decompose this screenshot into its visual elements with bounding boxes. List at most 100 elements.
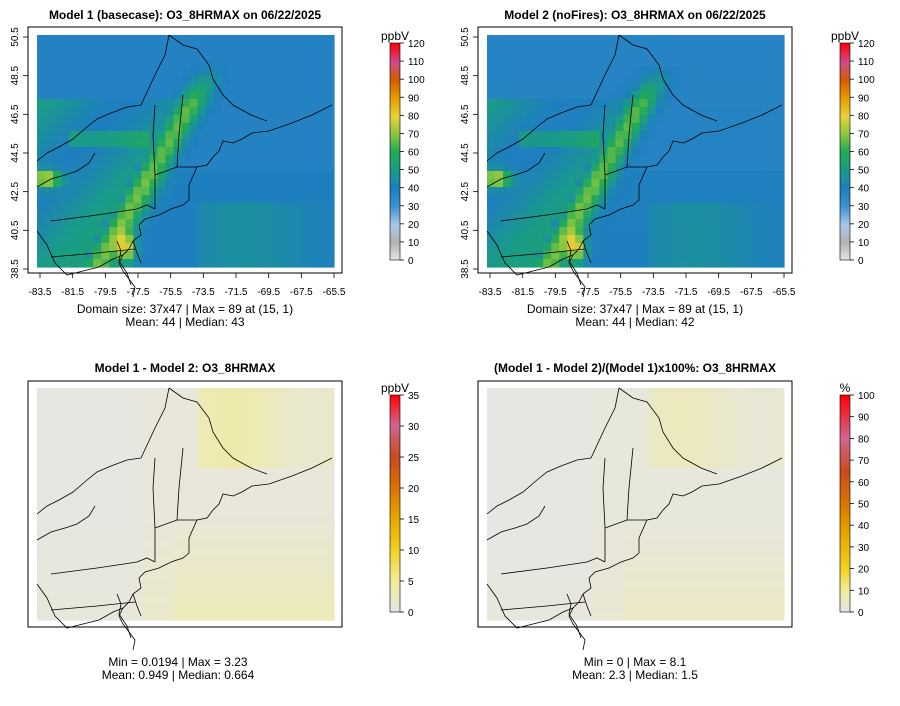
grid-cell: [157, 59, 167, 68]
grid-cell: [551, 508, 560, 517]
grid-cell: [599, 67, 609, 76]
grid-cell: [181, 452, 191, 461]
grid-cell: [687, 612, 697, 621]
grid-cell: [551, 556, 560, 565]
grid-cell: [487, 444, 496, 453]
grid-cell: [109, 580, 118, 589]
grid-cell: [93, 203, 102, 212]
grid-cell: [599, 596, 609, 605]
grid-cell: [743, 227, 753, 236]
grid-cell: [575, 516, 584, 525]
grid-cell: [253, 179, 263, 188]
grid-cell: [213, 484, 223, 493]
grid-cell: [727, 211, 737, 220]
grid-cell: [551, 163, 560, 172]
grid-cell: [181, 147, 191, 156]
grid-cell: [45, 588, 54, 597]
grid-cell: [703, 187, 713, 196]
grid-cell: [125, 219, 134, 228]
grid-cell: [77, 227, 86, 236]
grid-cell: [495, 516, 504, 525]
grid-cell: [687, 444, 697, 453]
grid-cell: [285, 436, 295, 445]
grid-cell: [317, 195, 327, 204]
grid-cell: [663, 484, 673, 493]
grid-cell: [173, 532, 183, 541]
grid-cell: [695, 388, 705, 397]
grid-cell: [663, 235, 673, 244]
grid-cell: [45, 420, 54, 429]
grid-cell: [719, 251, 729, 260]
grid-cell: [253, 388, 263, 397]
grid-cell: [261, 83, 271, 92]
grid-cell: [205, 412, 215, 421]
grid-cell: [253, 420, 263, 429]
grid-cell: [503, 412, 512, 421]
grid-cell: [727, 396, 737, 405]
grid-cell: [767, 147, 777, 156]
grid-cell: [245, 227, 255, 236]
grid-cell: [695, 516, 705, 525]
grid-cell: [767, 171, 777, 180]
grid-cell: [559, 219, 568, 228]
grid-cell: [671, 75, 681, 84]
grid-cell: [631, 131, 641, 140]
grid-cell: [743, 139, 753, 148]
grid-cell: [671, 516, 681, 525]
x-tick-label: -75.5: [609, 287, 632, 298]
grid-cell: [221, 596, 231, 605]
grid-cell: [181, 428, 191, 437]
grid-cell: [125, 556, 134, 565]
grid-cell: [85, 388, 94, 397]
grid-cell: [679, 468, 689, 477]
grid-cell: [599, 235, 609, 244]
grid-cell: [591, 508, 600, 517]
grid-cell: [245, 612, 255, 621]
grid-cell: [623, 211, 633, 220]
grid-cell: [663, 516, 673, 525]
grid-cell: [607, 508, 617, 517]
grid-cell: [237, 452, 247, 461]
grid-cell: [767, 83, 777, 92]
domain-stats-line: Domain size: 37x47 | Max = 89 at (15, 1): [527, 302, 743, 316]
grid-cell: [77, 572, 86, 581]
grid-cell: [229, 243, 239, 252]
colorbar-tick-label: 90: [858, 413, 870, 424]
grid-cell: [767, 596, 777, 605]
grid-cell: [37, 75, 46, 84]
grid-cell: [125, 524, 134, 533]
grid-cell: [719, 428, 729, 437]
grid-cell: [61, 580, 70, 589]
grid-cell: [535, 404, 544, 413]
colorbar-tick-label: 20: [408, 484, 420, 495]
grid-cell: [77, 548, 86, 557]
panel-model1: Model 1 (basecase): O3_8HRMAX on 06/22/2…: [10, 8, 346, 329]
grid-cell: [221, 203, 231, 212]
grid-cell: [37, 243, 46, 252]
grid-cell: [245, 115, 255, 124]
grid-cell: [543, 99, 552, 108]
grid-cell: [503, 115, 512, 124]
grid-cell: [285, 564, 295, 573]
grid-cell: [695, 572, 705, 581]
grid-cell: [495, 484, 504, 493]
grid-cell: [237, 203, 247, 212]
grid-cell: [647, 516, 657, 525]
grid-cell: [567, 51, 576, 60]
grid-cell: [221, 500, 231, 509]
grid-cell: [101, 211, 110, 220]
grid-cell: [599, 59, 609, 68]
grid-cell: [703, 163, 713, 172]
grid-cell: [141, 596, 150, 605]
grid-cell: [293, 500, 303, 509]
grid-cell: [647, 548, 657, 557]
grid-cell: [269, 532, 279, 541]
grid-cell: [703, 67, 713, 76]
grid-cell: [301, 500, 311, 509]
grid-cell: [133, 35, 142, 44]
grid-cell: [711, 67, 721, 76]
grid-cell: [205, 452, 215, 461]
grid-cell: [61, 420, 70, 429]
grid-cell: [85, 75, 94, 84]
grid-cell: [519, 227, 528, 236]
